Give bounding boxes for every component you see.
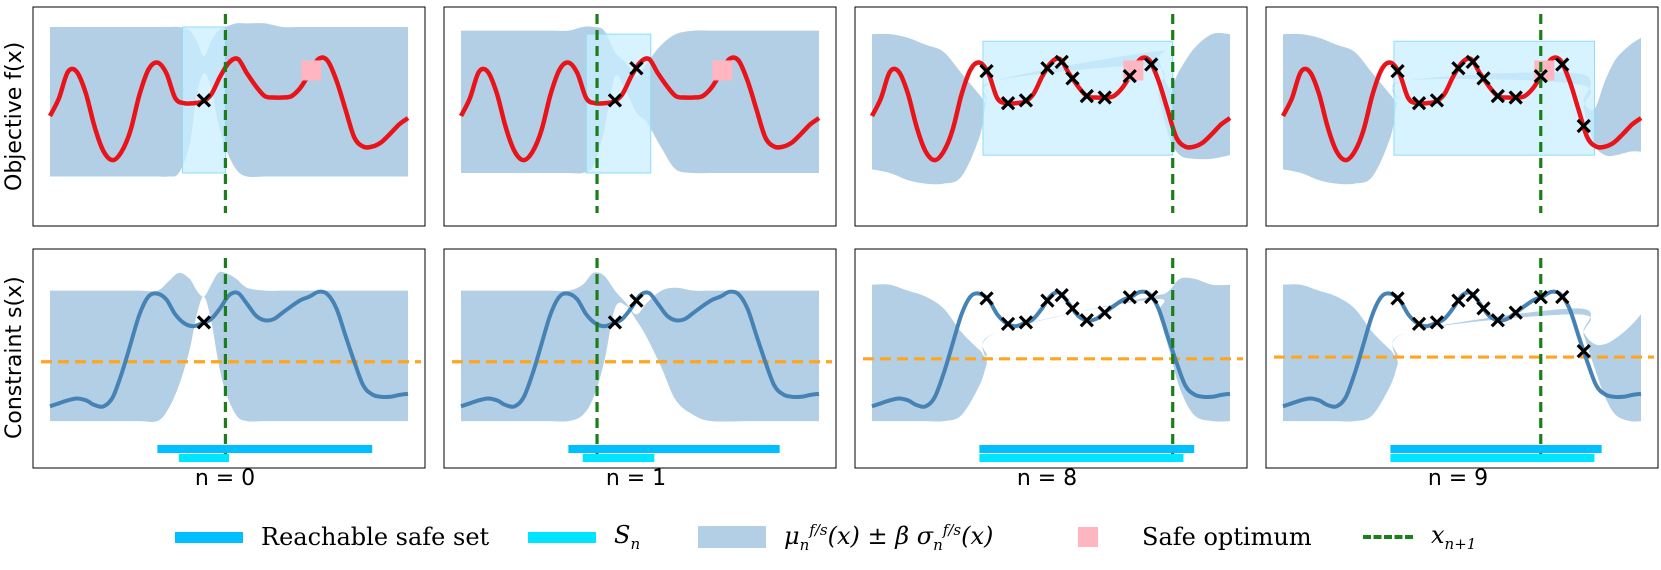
constraint-observation-n9-8	[1533, 290, 1548, 305]
sn-bar-n0	[178, 454, 229, 462]
constraint-observation-n1-1	[629, 293, 644, 308]
objective-observation-n9-3	[1451, 61, 1466, 76]
constraint-observation-n9-3	[1451, 293, 1466, 308]
legend-label-band: μnf/s(x) ± β σnf/s(x)	[784, 520, 994, 554]
legend-label-sn: Sn	[614, 521, 641, 553]
constraint-observation-n9-2	[1429, 315, 1445, 330]
legend-item-reachable-safe-set: Reachable safe set	[175, 512, 489, 562]
constraint-observation-n0-0	[196, 315, 212, 330]
objective-observation-n9-8	[1533, 68, 1548, 84]
constraint-observation-n9-1	[1411, 316, 1427, 331]
objective-observation-n8-7	[1097, 90, 1112, 105]
objective-observation-n9-7	[1508, 90, 1523, 105]
safe-optimum-marker-n0	[301, 60, 322, 81]
constraint-observation-n1-0	[607, 315, 623, 330]
legend-item-next-query: xn+1	[1363, 512, 1476, 562]
legend-swatch-band	[698, 526, 766, 548]
objective-observation-n1-1	[629, 61, 644, 76]
constraint-observation-n8-5	[1065, 301, 1080, 316]
reachable-safe-set-bar-n9	[1390, 445, 1602, 453]
legend-item-safe-optimum: Safe optimum	[1078, 512, 1312, 562]
objective-observation-n8-6	[1079, 88, 1094, 104]
objective-safe-region-n0	[181, 26, 226, 174]
constraint-observation-n9-5	[1476, 301, 1491, 316]
legend-item-band: μnf/s(x) ± β σnf/s(x)	[698, 512, 993, 562]
objective-observation-n8-8	[1122, 68, 1137, 84]
objective-observation-n8-9	[1144, 57, 1159, 72]
legend-swatch-sn	[528, 531, 596, 543]
constraint-observation-n9-0	[1390, 291, 1405, 306]
reachable-safe-set-bar-n8	[979, 445, 1195, 453]
constraint-curve-n0	[49, 289, 409, 409]
iteration-label-n8: n = 8	[1016, 466, 1078, 491]
legend-label-next: xn+1	[1431, 521, 1477, 553]
objective-observation-n8-3	[1040, 61, 1055, 76]
legend-swatch-optimum	[1078, 527, 1098, 547]
legend-swatch-next	[1363, 535, 1413, 539]
constraint-observation-n9-10	[1576, 343, 1591, 359]
safe-optimum-marker-n1	[712, 60, 733, 81]
iteration-label-n0: n = 0	[194, 466, 256, 491]
objective-band-n9	[1283, 33, 1641, 185]
objective-observation-n8-2	[1018, 93, 1034, 108]
objective-observation-n8-5	[1065, 71, 1080, 86]
objective-observation-n8-4	[1054, 54, 1069, 70]
objective-observation-n9-5	[1476, 71, 1491, 86]
constraint-band-n9	[1283, 284, 1641, 422]
objective-observation-n9-0	[1390, 64, 1405, 79]
constraint-observation-n9-4	[1465, 288, 1480, 303]
row-label-objective: Objective f(x)	[2, 41, 27, 191]
objective-observation-n9-9	[1555, 57, 1570, 72]
sn-bar-n1	[582, 454, 655, 462]
sn-bar-n8	[979, 454, 1184, 462]
legend-item-sn: Sn	[528, 512, 640, 562]
constraint-observation-n8-4	[1054, 288, 1069, 303]
constraint-observation-n9-7	[1508, 305, 1523, 320]
iteration-label-n1: n = 1	[605, 466, 667, 491]
row-label-constraint: Constraint s(x)	[2, 276, 27, 440]
iteration-label-n9: n = 9	[1427, 466, 1489, 491]
constraint-observation-n8-9	[1144, 289, 1159, 305]
objective-observation-n1-0	[607, 93, 623, 108]
objective-observation-n9-4	[1465, 54, 1480, 70]
constraint-observation-n9-6	[1490, 313, 1505, 328]
objective-observation-n9-1	[1411, 96, 1427, 111]
legend-label-optimum: Safe optimum	[1142, 523, 1312, 551]
reachable-safe-set-bar-n0	[157, 445, 373, 453]
legend-label-reachable: Reachable safe set	[261, 523, 490, 551]
legend-swatch-reachable	[175, 531, 243, 543]
objective-observation-n9-6	[1490, 88, 1505, 104]
constraint-observation-n8-7	[1097, 305, 1112, 320]
constraint-observation-n8-1	[1000, 316, 1016, 331]
objective-observation-n9-10	[1576, 118, 1591, 134]
legend: Reachable safe set Sn μnf/s(x) ± β σnf/s…	[0, 512, 1661, 562]
objective-curve-n0	[47, 55, 410, 163]
objective-observation-n8-0	[979, 64, 994, 79]
reachable-safe-set-bar-n1	[568, 445, 780, 453]
constraint-observation-n8-0	[979, 291, 994, 306]
constraint-observation-n8-2	[1018, 315, 1034, 330]
objective-observation-n0-0	[196, 93, 212, 108]
constraint-observation-n8-8	[1122, 290, 1137, 305]
constraint-observation-n8-3	[1040, 293, 1055, 308]
objective-observation-n9-2	[1429, 93, 1445, 108]
sn-bar-n9	[1390, 454, 1595, 462]
constraint-band-n8	[872, 277, 1230, 422]
objective-observation-n8-1	[1000, 96, 1016, 111]
constraint-observation-n9-9	[1555, 289, 1570, 305]
constraint-observation-n8-6	[1079, 313, 1094, 328]
objective-band-n8	[872, 33, 1230, 185]
